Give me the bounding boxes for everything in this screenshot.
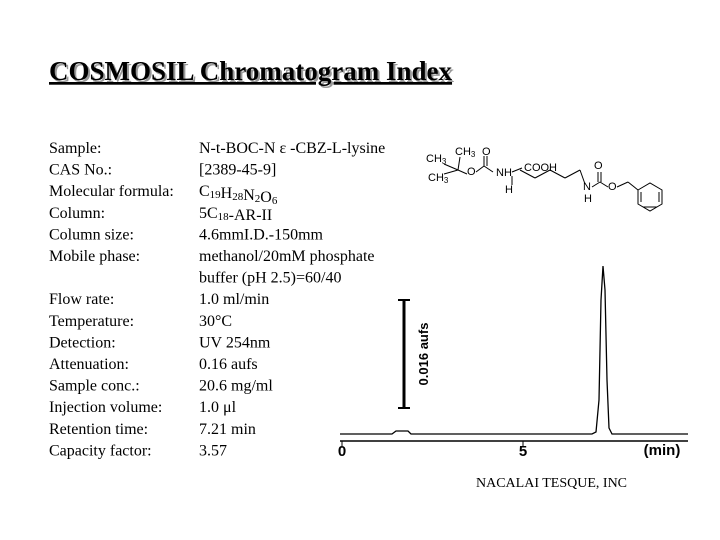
atom-label: O [594,160,603,172]
field-value: 4.6mmI.D.-150mm [199,226,324,243]
chromatogram [340,265,688,442]
field-value: 5C18-AR-II [199,205,272,224]
field-value: 1.0 μl [199,399,237,416]
field-label: Mobile phase: [49,248,140,265]
atom-label: O [608,181,617,193]
scale-bar-label: 0.016 aufs [416,323,431,386]
field-value: 20.6 mg/ml [199,378,273,395]
field-value: 0.16 aufs [199,356,258,373]
atom-label: H [584,193,592,205]
field-value: [2389-45-9] [199,162,276,179]
atom-label: COOH [524,162,557,174]
atom-label: O [467,166,476,178]
field-value: methanol/20mM phosphate [199,248,375,265]
field-label: Temperature: [49,313,134,330]
field-value: C19H28N2O6 [199,183,278,207]
field-label: Sample: [49,140,101,157]
field-label: Retention time: [49,421,148,438]
field-value: buffer (pH 2.5)=60/40 [199,270,341,287]
field-label: Column: [49,205,105,222]
field-label: Flow rate: [49,291,114,308]
atom-label: CH3 [455,146,476,159]
atom-label: CH3 [426,153,447,166]
trace [340,265,688,435]
atom-label: O [482,146,491,158]
field-label: Sample conc.: [49,378,140,395]
fields: Sample: N-t-BOC-N ε -CBZ-L-lysine CAS No.:… [49,140,385,459]
field-label: Detection: [49,334,116,351]
title-shadow: COSMOSIL Chromatogram Index [51,58,455,88]
field-value: 3.57 [199,442,227,459]
field-value: N-t-BOC-N ε -CBZ-L-lysine [199,140,385,157]
field-label: Column size: [49,226,134,243]
field-value: 30°C [199,313,232,330]
atom-label: NH [496,167,512,179]
field-label: Molecular formula: [49,183,174,200]
title: COSMOSIL Chromatogram Index [49,56,453,86]
field-value: 7.21 min [199,421,256,438]
field-value: 1.0 ml/min [199,291,269,308]
field-value: UV 254nm [199,334,271,351]
field-label: Attenuation: [49,356,129,373]
footer: NACALAI TESQUE, INC [476,476,627,491]
atom-label: CH3 [428,172,449,185]
field-label: Injection volume: [49,399,162,416]
x-tick-label: 0 [338,443,346,460]
x-axis-label: (min) [644,442,681,459]
atom-label: H [505,184,513,196]
field-label: CAS No.: [49,162,112,179]
field-label: Capacity factor: [49,442,152,459]
x-tick-label: 5 [519,443,527,460]
atom-label: N [583,181,591,193]
